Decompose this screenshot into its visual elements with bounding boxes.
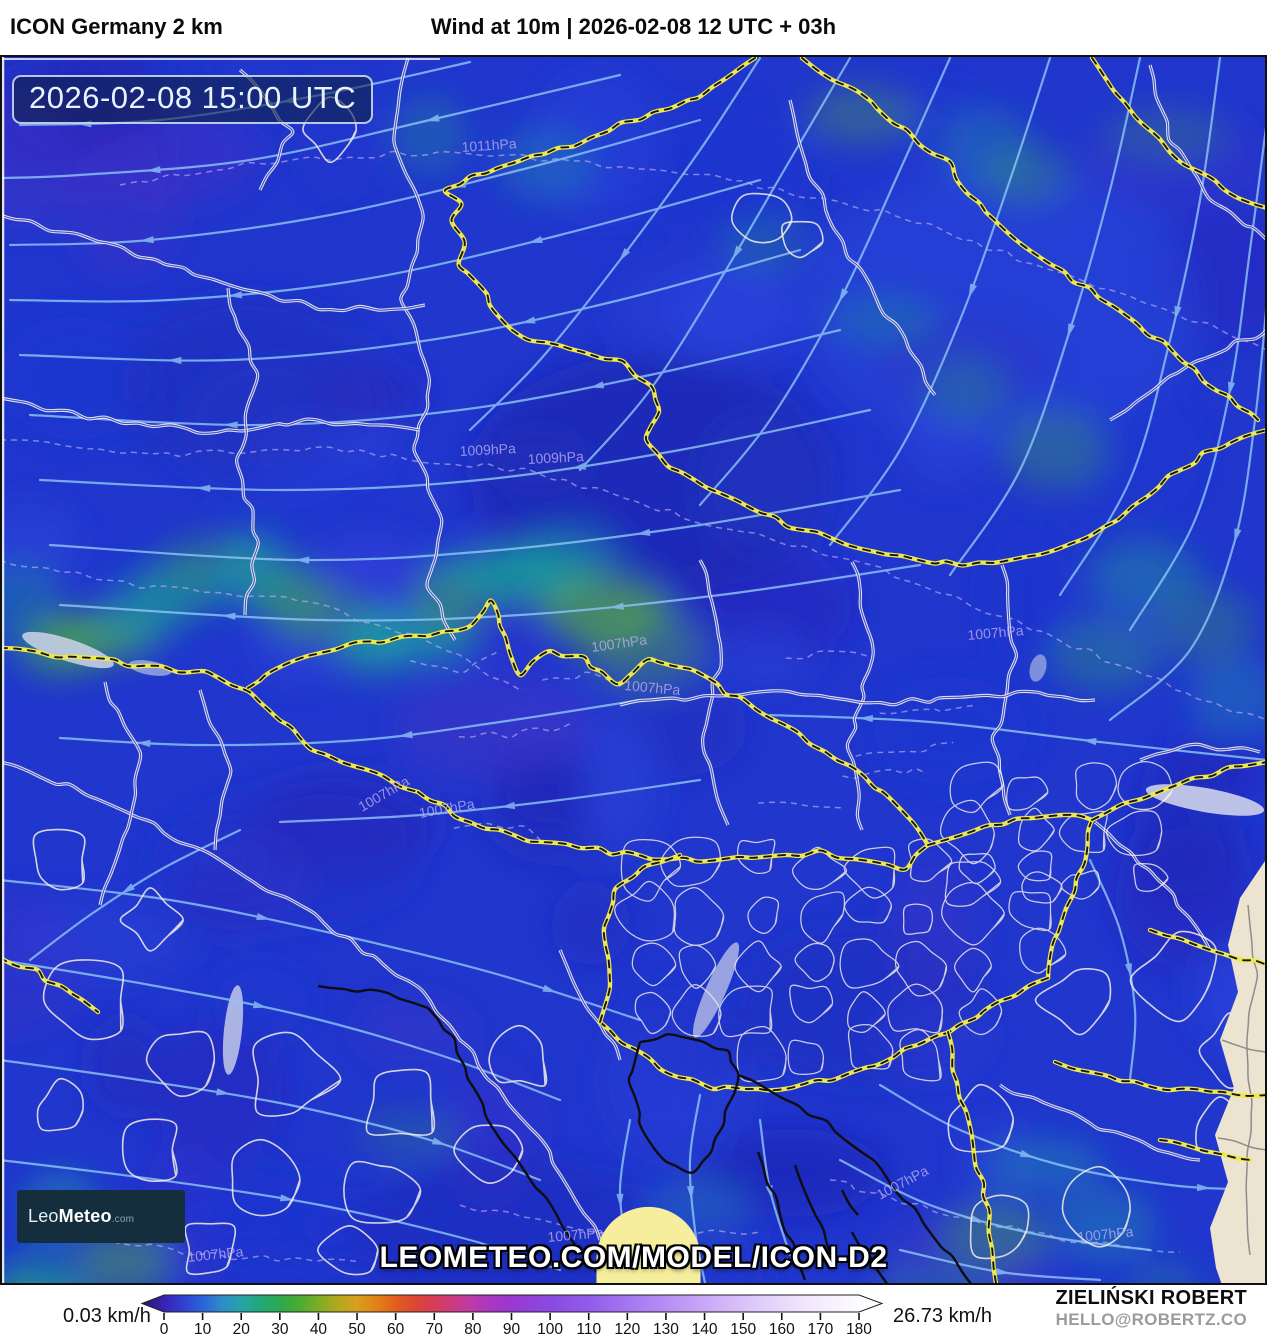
legend-footer: 0.03 km/h 0 10 20 30 40 50 60 70 80 90 100 110 120 13… xyxy=(0,1285,1267,1337)
isobar-label: 1009hPa xyxy=(459,440,516,459)
scale-tick-label: 10 xyxy=(194,1321,212,1337)
author-email: HELLO@ROBERTZ.CO xyxy=(1055,1310,1247,1329)
leometeo-logo: LeoMeteo.com xyxy=(17,1190,701,1283)
municipal-border-web xyxy=(614,761,1173,1083)
isobar-label: 1007hPa xyxy=(187,1243,245,1265)
scale-tick-label: 130 xyxy=(653,1321,679,1337)
scale-tick-label: 0 xyxy=(160,1321,169,1337)
scale-tick-label: 100 xyxy=(537,1321,563,1337)
scale-tick-label: 60 xyxy=(387,1321,405,1337)
scale-tick-label: 70 xyxy=(426,1321,444,1337)
scale-min-label: 0.03 km/h xyxy=(63,1305,151,1327)
scale-tick-label: 160 xyxy=(769,1321,795,1337)
model-name: ICON Germany 2 km xyxy=(10,14,223,39)
isobar-label: 1009hPa xyxy=(527,448,584,467)
header: ICON Germany 2 km Wind at 10m | 2026-02-… xyxy=(0,0,1267,55)
country-borders xyxy=(2,57,1265,1283)
lakes xyxy=(22,631,1265,1075)
wind-streamlines xyxy=(2,57,1265,1283)
scale-tick-label: 180 xyxy=(846,1321,872,1337)
chart-title: Wind at 10m | 2026-02-08 12 UTC + 03h xyxy=(430,14,837,39)
scale-tick-label: 40 xyxy=(310,1321,328,1337)
out-of-domain-region xyxy=(1210,860,1265,1283)
isobar-label: 1011hPa xyxy=(461,135,517,155)
isobar-label: 1007hPa xyxy=(967,622,1024,643)
color-scale-bar: 0 10 20 30 40 50 60 70 80 90 100 110 120 130 140 150 160… xyxy=(140,1294,884,1337)
scale-tick-label: 140 xyxy=(692,1321,718,1337)
isobar-lines xyxy=(2,150,1265,1263)
scale-max-label: 26.73 km/h xyxy=(893,1305,992,1327)
author-name: ZIELIŃSKI ROBERT xyxy=(1055,1287,1247,1309)
scale-tick-label: 110 xyxy=(576,1321,601,1337)
timestamp-badge: 2026-02-08 15:00 UTC xyxy=(12,75,374,124)
coastline xyxy=(317,984,972,1283)
scale-tick-label: 150 xyxy=(730,1321,756,1337)
isobar-label: 1007hPa xyxy=(590,631,648,655)
scale-tick-label: 50 xyxy=(348,1321,366,1337)
isobar-label: 1007hPa xyxy=(624,677,681,698)
scale-tick-label: 90 xyxy=(503,1321,521,1337)
scale-tick-label: 120 xyxy=(614,1321,640,1337)
map-canvas[interactable]: 1011hPa 1009hPa 1009hPa 1007hPa 1007hPa 1007h… xyxy=(0,55,1267,1285)
wind-speed-field xyxy=(2,57,1265,1283)
scale-tick-label: 20 xyxy=(233,1321,251,1337)
admin-borders xyxy=(2,57,1265,1276)
credit-block: ZIELIŃSKI ROBERT HELLO@ROBERTZ.CO xyxy=(1056,1286,1247,1330)
isobar-label: 1007hPa xyxy=(1077,1223,1135,1245)
isobar-label: 1007hPa xyxy=(547,1224,604,1245)
scale-tick-label: 170 xyxy=(807,1321,833,1337)
scale-tick-label: 80 xyxy=(464,1321,482,1337)
logo-text: LeoMeteo.com xyxy=(28,1206,135,1226)
color-scale-arrow xyxy=(140,1294,884,1313)
watermark-url: LEOMETEO.COM/MODEL/ICON-D2 xyxy=(379,1241,888,1274)
wind-map-svg: 1011hPa 1009hPa 1009hPa 1007hPa 1007hPa 1007h… xyxy=(2,57,1265,1283)
scale-tick-label: 30 xyxy=(271,1321,289,1337)
